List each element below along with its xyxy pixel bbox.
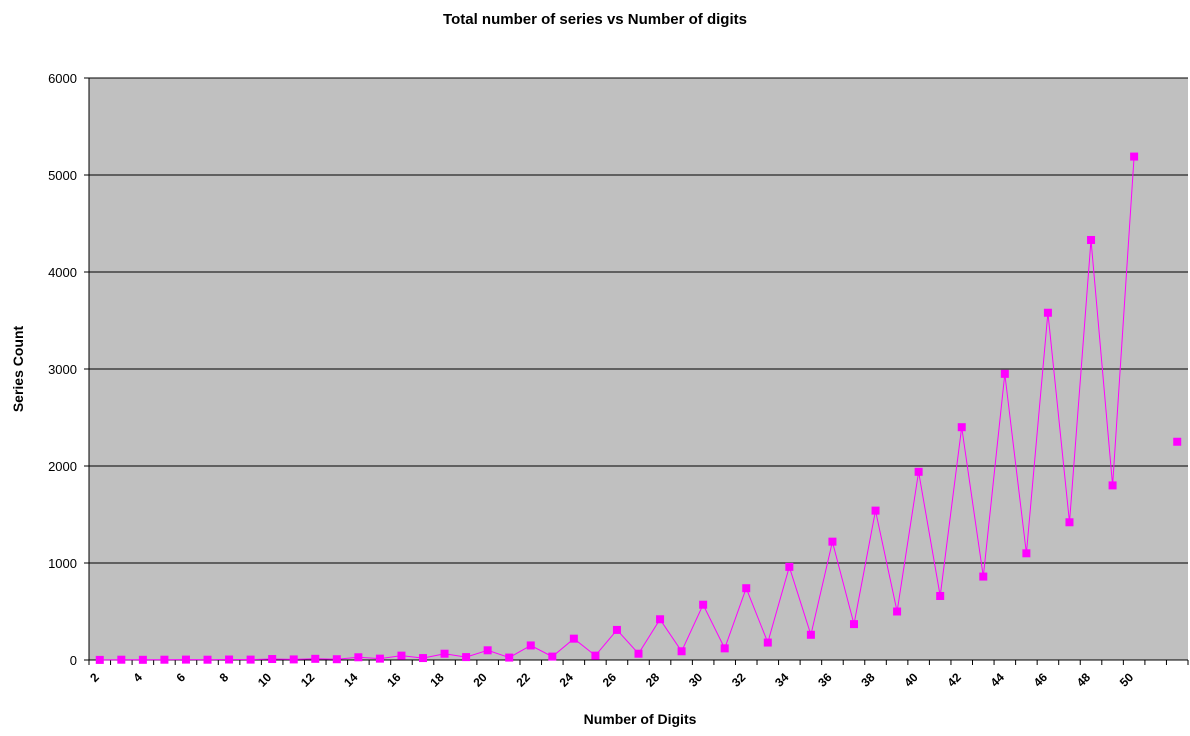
y-axis-label: Series Count (10, 325, 26, 412)
data-point (1087, 235, 1096, 244)
data-point (160, 655, 169, 664)
data-point (612, 625, 621, 634)
x-tick-label: 14 (341, 670, 361, 690)
data-point (332, 655, 341, 664)
x-tick-label: 30 (686, 670, 706, 690)
y-tick-label: 4000 (48, 265, 77, 280)
data-point (462, 653, 471, 662)
x-tick-label: 12 (298, 670, 318, 690)
data-point (1108, 481, 1117, 490)
data-point (203, 655, 212, 664)
data-point (268, 655, 277, 664)
axes (84, 77, 1189, 665)
y-tick-label: 5000 (48, 168, 77, 183)
x-tick-label: 44 (988, 670, 1008, 690)
x-tick-label: 32 (729, 670, 749, 690)
data-point (440, 649, 449, 658)
data-point (419, 654, 428, 663)
x-tick-labels: 2 4 6 8 10 12 14 16 18 20 22 24 26 28 30 32 34 36 38 40 42 44… (87, 670, 1136, 690)
data-point (591, 651, 600, 660)
data-point (569, 634, 578, 643)
x-tick-label: 8 (217, 670, 232, 685)
grid-lines (89, 77, 1188, 564)
data-point (1065, 518, 1074, 527)
data-point (289, 655, 298, 664)
x-tick-label: 18 (427, 670, 447, 690)
data-point (117, 655, 126, 664)
data-point (634, 649, 643, 658)
series-layer (95, 152, 1182, 664)
x-tick-label: 38 (858, 670, 878, 690)
data-point (893, 607, 902, 616)
data-point (828, 537, 837, 546)
data-point (1022, 549, 1031, 558)
x-tick-label: 50 (1117, 670, 1137, 690)
x-tick-label: 6 (173, 670, 188, 685)
x-tick-label: 20 (470, 670, 490, 690)
data-point (677, 647, 686, 656)
data-point (246, 655, 255, 664)
y-tick-label: 1000 (48, 556, 77, 571)
data-point (806, 630, 815, 639)
x-tick-label: 46 (1031, 670, 1051, 690)
x-tick-label: 22 (514, 670, 534, 690)
y-tick-labels: 0 1000 2000 3000 4000 5000 6000 (48, 71, 77, 668)
data-point (311, 654, 320, 663)
x-tick-label: 34 (772, 670, 792, 690)
x-tick-label: 24 (557, 670, 577, 690)
data-point (1173, 437, 1182, 446)
data-point (914, 467, 923, 476)
x-tick-label: 10 (255, 670, 275, 690)
x-tick-label: 4 (130, 670, 145, 685)
data-point (225, 655, 234, 664)
data-point (849, 620, 858, 629)
data-point (375, 654, 384, 663)
data-point (354, 653, 363, 662)
x-tick-label: 42 (945, 670, 965, 690)
y-tick-label: 3000 (48, 362, 77, 377)
data-point (785, 562, 794, 571)
y-tick-label: 0 (70, 653, 77, 668)
x-tick-label: 16 (384, 670, 404, 690)
y-tick-label: 2000 (48, 459, 77, 474)
data-point (1000, 369, 1009, 378)
data-point (871, 506, 880, 515)
data-point (699, 600, 708, 609)
data-point (720, 644, 729, 653)
data-point (95, 655, 104, 664)
data-point (1043, 308, 1052, 317)
data-point (979, 572, 988, 581)
x-tick-label: 36 (815, 670, 835, 690)
x-tick-label: 26 (600, 670, 620, 690)
data-point (957, 423, 966, 432)
data-point (742, 584, 751, 593)
x-tick-label: 48 (1074, 670, 1094, 690)
x-tick-label: 40 (901, 670, 921, 690)
data-point (548, 652, 557, 661)
x-axis-label: Number of Digits (584, 711, 697, 727)
x-tick-label: 28 (643, 670, 663, 690)
data-point (1130, 152, 1139, 161)
data-point (181, 655, 190, 664)
data-point (138, 655, 147, 664)
data-point (397, 651, 406, 660)
data-point (505, 653, 514, 662)
data-point (763, 638, 772, 647)
data-point (656, 615, 665, 624)
data-point (936, 591, 945, 600)
data-point (526, 641, 535, 650)
chart-title: Total number of series vs Number of digi… (443, 11, 747, 28)
x-tick-label: 2 (87, 670, 102, 685)
data-point (483, 646, 492, 655)
y-tick-label: 6000 (48, 71, 77, 86)
